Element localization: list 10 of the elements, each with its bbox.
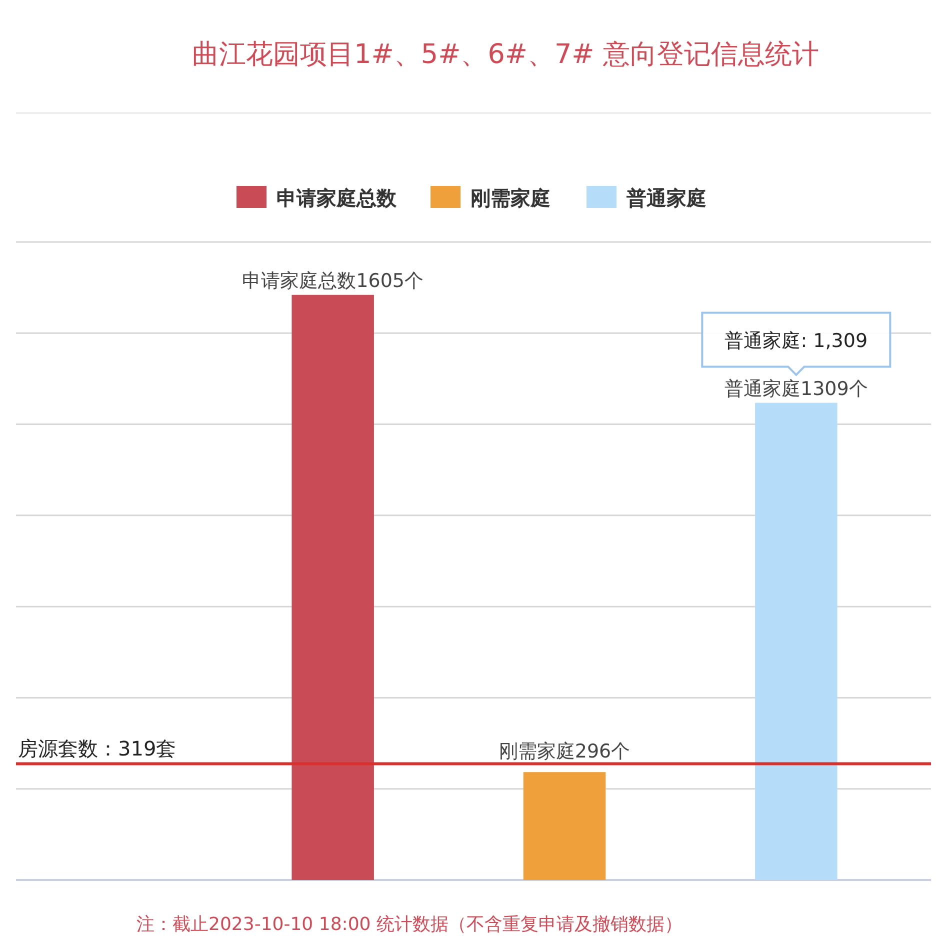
chart-title: 曲江花园项目1#、5#、6#、7# 意向登记信息统计 <box>192 39 819 70</box>
data-label: 刚需家庭296个 <box>498 740 630 763</box>
data-label: 普通家庭1309个 <box>724 378 868 400</box>
legend-label: 刚需家庭 <box>470 186 550 210</box>
legend-label: 申请家庭总数 <box>276 186 398 210</box>
legend-label: 普通家庭 <box>626 186 706 210</box>
data-label: 申请家庭总数1605个 <box>242 270 424 292</box>
annotation: 普通家庭: 1,309 <box>724 330 868 352</box>
text: 注：截止2023-10-10 18:00 统计数据（不含重复申请及撤销数据） <box>136 914 682 935</box>
ref-line-label: 房源套数：319套 <box>18 736 176 761</box>
